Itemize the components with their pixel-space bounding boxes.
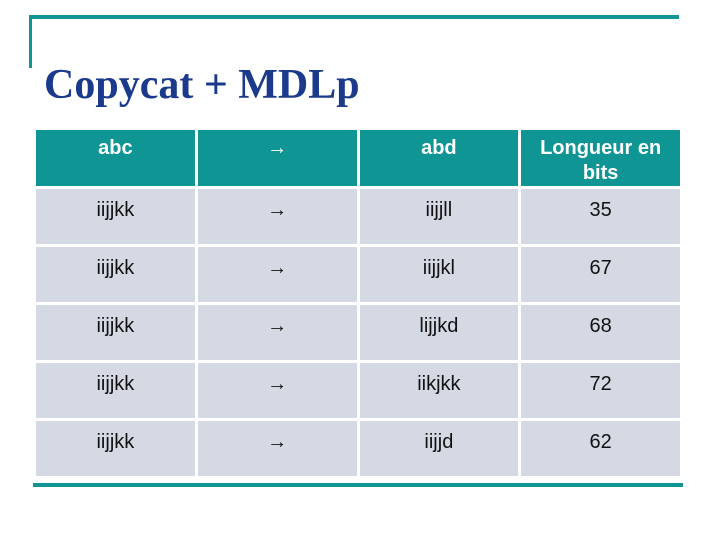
cell-target: lijjkd: [359, 305, 519, 360]
header-cell-source: abc: [36, 130, 195, 186]
cell-length: 35: [521, 189, 680, 244]
title-accent-left-line: [29, 15, 32, 68]
arrow-icon: →: [197, 189, 357, 244]
header-cell-length-bits: Longueur en bits: [521, 130, 680, 186]
table-row: iijjkk → iijjll 35: [36, 189, 680, 244]
cell-source: iijjkk: [36, 421, 195, 476]
header-cell-arrow-icon: →: [197, 130, 357, 186]
arrow-icon: →: [197, 363, 357, 418]
header-cell-target: abd: [359, 130, 519, 186]
table-row: iijjkk → iijjd 62: [36, 421, 680, 476]
cell-target: iijjd: [359, 421, 519, 476]
cell-source: iijjkk: [36, 363, 195, 418]
cell-length: 72: [521, 363, 680, 418]
mdl-results-table: abc → abd Longueur en bits iijjkk → iijj…: [33, 127, 683, 479]
title-accent-top-line: [29, 15, 679, 19]
cell-length: 68: [521, 305, 680, 360]
table-row: iijjkk → lijjkd 68: [36, 305, 680, 360]
table-header-row: abc → abd Longueur en bits: [36, 130, 680, 186]
arrow-icon: →: [197, 247, 357, 302]
cell-source: iijjkk: [36, 189, 195, 244]
cell-target: iijjll: [359, 189, 519, 244]
arrow-icon: →: [197, 421, 357, 476]
cell-length: 62: [521, 421, 680, 476]
cell-source: iijjkk: [36, 305, 195, 360]
table-row: iijjkk → iikjkk 72: [36, 363, 680, 418]
table-row: iijjkk → iijjkl 67: [36, 247, 680, 302]
arrow-icon: →: [197, 305, 357, 360]
cell-target: iikjkk: [359, 363, 519, 418]
slide-title: Copycat + MDLp: [44, 62, 360, 109]
cell-target: iijjkl: [359, 247, 519, 302]
cell-length: 67: [521, 247, 680, 302]
cell-source: iijjkk: [36, 247, 195, 302]
slide-footer-rule: [33, 483, 683, 487]
